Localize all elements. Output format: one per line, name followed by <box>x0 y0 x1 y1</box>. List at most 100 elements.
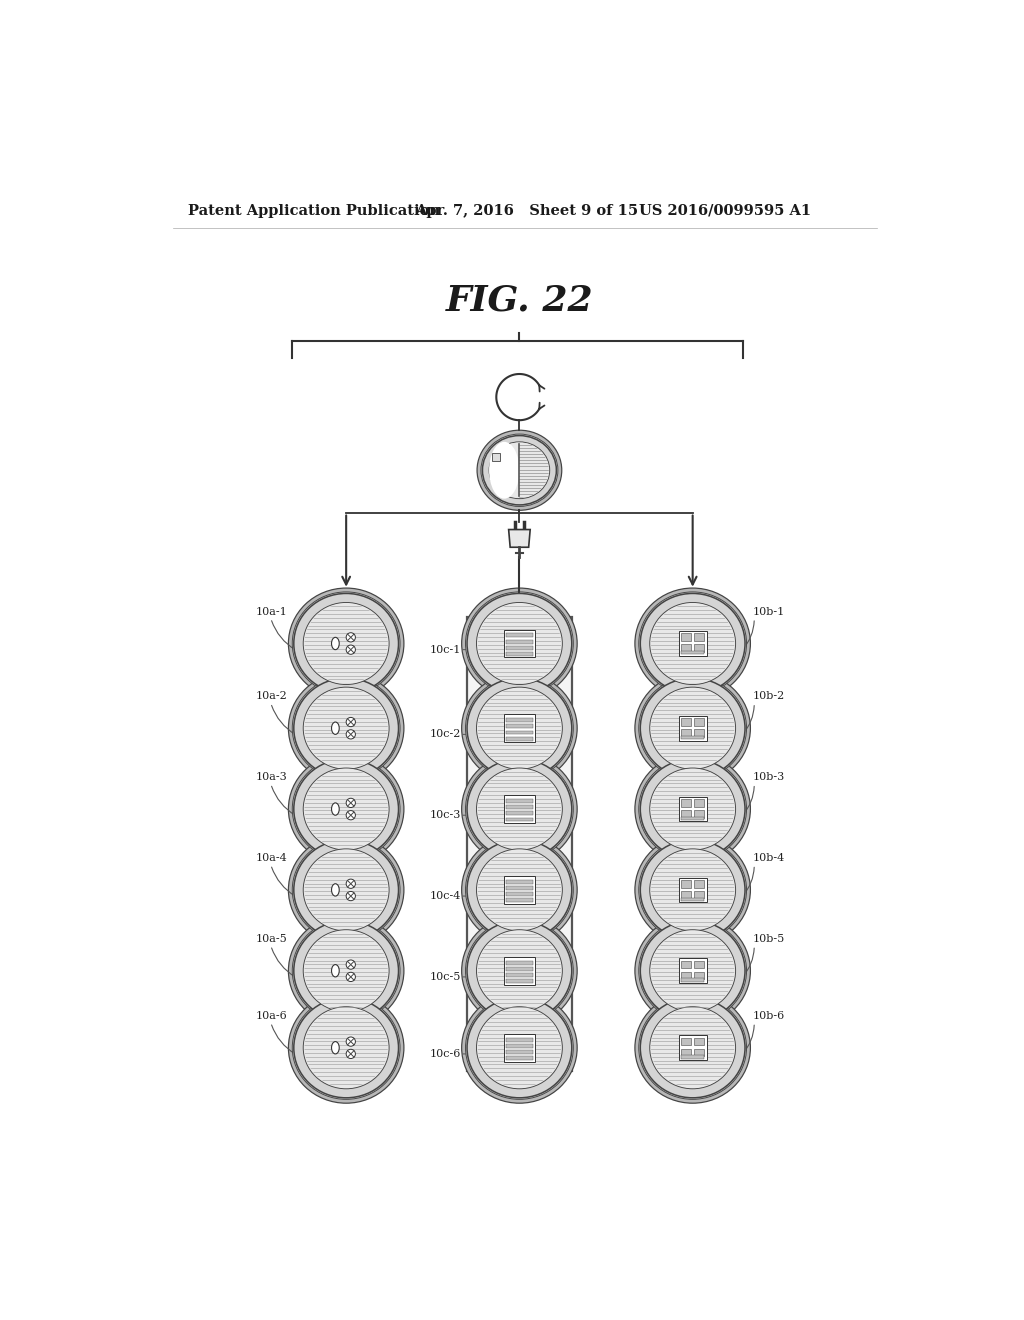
Ellipse shape <box>304 850 388 929</box>
Ellipse shape <box>462 834 578 945</box>
Ellipse shape <box>640 594 745 693</box>
Ellipse shape <box>476 929 562 1012</box>
Circle shape <box>346 879 355 888</box>
Bar <box>506 812 532 816</box>
Ellipse shape <box>303 849 389 931</box>
Ellipse shape <box>639 919 746 1022</box>
Bar <box>681 1048 691 1056</box>
Bar <box>506 899 532 903</box>
Ellipse shape <box>289 673 403 784</box>
Ellipse shape <box>651 931 734 1011</box>
Ellipse shape <box>304 603 388 684</box>
Bar <box>506 645 532 649</box>
Text: 10a-1: 10a-1 <box>255 607 287 616</box>
Ellipse shape <box>639 758 746 861</box>
Bar <box>506 880 532 884</box>
Ellipse shape <box>466 591 573 696</box>
Circle shape <box>346 973 355 982</box>
Ellipse shape <box>478 603 561 684</box>
Bar <box>681 1038 691 1045</box>
Ellipse shape <box>466 758 573 861</box>
Bar <box>506 634 532 638</box>
Ellipse shape <box>651 850 734 929</box>
Ellipse shape <box>303 768 389 850</box>
Ellipse shape <box>635 754 751 865</box>
Text: 10c-2: 10c-2 <box>429 730 461 739</box>
Ellipse shape <box>476 688 562 770</box>
Text: Patent Application Publication: Patent Application Publication <box>188 203 440 218</box>
Text: 10b-4: 10b-4 <box>753 853 785 863</box>
Bar <box>679 958 707 983</box>
Bar <box>694 1048 705 1056</box>
Circle shape <box>346 960 355 969</box>
Bar <box>681 898 705 900</box>
Polygon shape <box>509 529 530 548</box>
Ellipse shape <box>467 759 571 859</box>
Ellipse shape <box>481 434 558 507</box>
Bar <box>506 640 532 644</box>
Ellipse shape <box>289 589 403 700</box>
Bar <box>681 817 705 820</box>
Ellipse shape <box>478 931 561 1011</box>
Bar <box>694 961 705 969</box>
Ellipse shape <box>292 919 400 1022</box>
Ellipse shape <box>289 754 403 865</box>
Text: 10c-6: 10c-6 <box>429 1049 461 1059</box>
Ellipse shape <box>303 688 389 770</box>
Text: 10a-3: 10a-3 <box>255 772 287 781</box>
Ellipse shape <box>651 689 734 768</box>
Ellipse shape <box>476 768 562 850</box>
Bar <box>681 961 691 969</box>
Bar <box>506 966 532 970</box>
Ellipse shape <box>640 759 745 859</box>
Bar <box>679 1035 707 1060</box>
Ellipse shape <box>294 678 398 779</box>
Ellipse shape <box>651 770 734 849</box>
Ellipse shape <box>294 921 398 1020</box>
Text: Apr. 7, 2016   Sheet 9 of 15: Apr. 7, 2016 Sheet 9 of 15 <box>416 203 639 218</box>
Ellipse shape <box>292 677 400 780</box>
Ellipse shape <box>289 993 403 1104</box>
Bar <box>694 799 705 807</box>
Ellipse shape <box>467 921 571 1020</box>
Ellipse shape <box>635 915 751 1026</box>
Ellipse shape <box>462 589 578 700</box>
Bar <box>694 891 705 899</box>
Ellipse shape <box>476 1007 562 1089</box>
Ellipse shape <box>462 754 578 865</box>
Text: 10b-1: 10b-1 <box>753 607 785 616</box>
Bar <box>504 1034 535 1061</box>
Ellipse shape <box>478 770 561 849</box>
Ellipse shape <box>294 840 398 940</box>
Ellipse shape <box>332 965 339 977</box>
Ellipse shape <box>649 768 735 850</box>
Ellipse shape <box>294 998 398 1098</box>
Ellipse shape <box>635 993 751 1104</box>
Ellipse shape <box>332 638 339 649</box>
Ellipse shape <box>466 919 573 1022</box>
Bar <box>681 810 691 817</box>
Ellipse shape <box>639 997 746 1100</box>
Ellipse shape <box>332 722 339 734</box>
Ellipse shape <box>639 838 746 941</box>
Bar <box>506 961 532 965</box>
Ellipse shape <box>640 840 745 940</box>
Bar <box>506 805 532 809</box>
Ellipse shape <box>651 603 734 684</box>
Text: 10c-1: 10c-1 <box>429 644 461 655</box>
Circle shape <box>346 810 355 820</box>
Text: 10c-5: 10c-5 <box>429 972 461 982</box>
Ellipse shape <box>639 591 746 696</box>
Ellipse shape <box>651 1008 734 1088</box>
Ellipse shape <box>478 689 561 768</box>
Bar <box>506 892 532 896</box>
Ellipse shape <box>467 998 571 1098</box>
Bar <box>467 616 571 1071</box>
Ellipse shape <box>303 602 389 685</box>
Bar <box>681 972 691 979</box>
Text: 10a-4: 10a-4 <box>255 853 287 863</box>
Text: US 2016/0099595 A1: US 2016/0099595 A1 <box>639 203 811 218</box>
Ellipse shape <box>289 834 403 945</box>
Bar <box>506 1038 532 1041</box>
Ellipse shape <box>294 594 398 693</box>
